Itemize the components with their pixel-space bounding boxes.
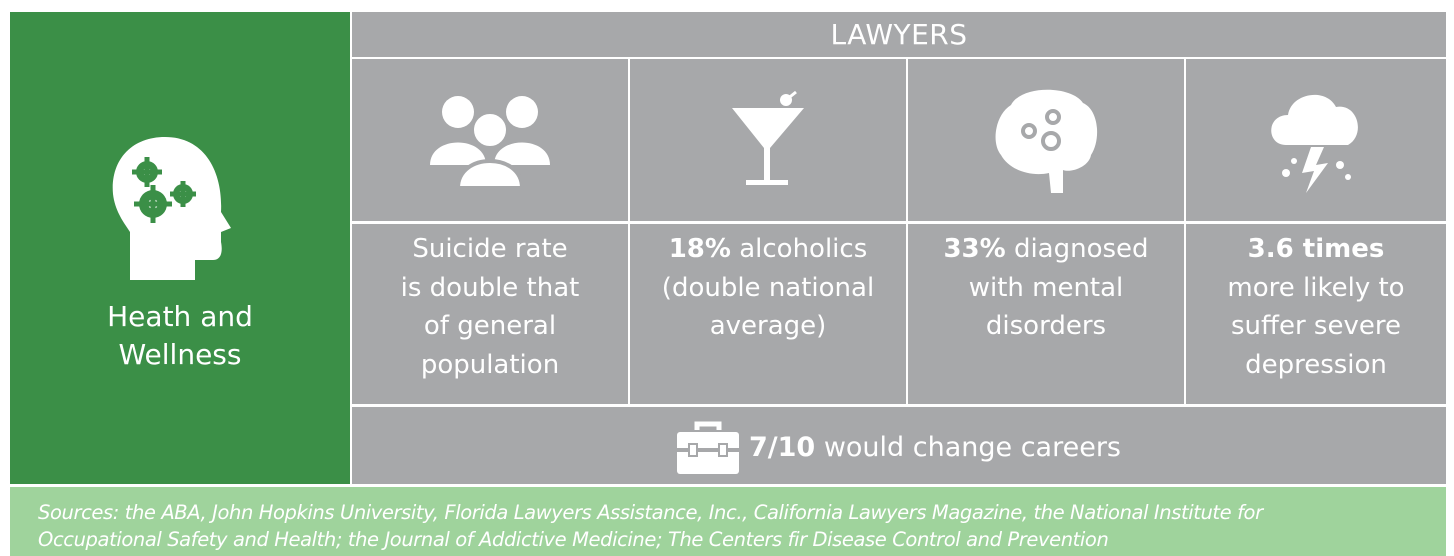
side-panel <box>10 12 350 484</box>
footer-bold: 7/10 <box>749 432 816 463</box>
stat-text: 18% alcoholics (double national average) <box>662 230 874 346</box>
icon-cell <box>352 59 628 221</box>
stat-line: average) <box>709 311 827 341</box>
footer-text: 7/10 would change careers <box>749 432 1121 463</box>
icon-cell <box>1186 59 1446 221</box>
briefcase-icon <box>677 421 739 474</box>
stat-text: 33% diagnosed with mental disorders <box>943 230 1148 346</box>
stat-bold: 3.6 times <box>1247 234 1385 264</box>
stat-line: depression <box>1245 349 1387 380</box>
sources: Sources: the ABA, John Hopkins Universit… <box>10 487 1446 556</box>
stat-line: suffer severe <box>1231 311 1401 341</box>
stat-line: disorders <box>985 311 1107 341</box>
stat-line: population <box>420 349 560 380</box>
stat-cell: Suicide rate is double that of general p… <box>352 224 628 404</box>
stat-line: is double that <box>400 272 580 303</box>
stat-line: more likely to <box>1227 272 1405 303</box>
header: LAWYERS <box>352 12 1446 57</box>
footer: 7/10 would change careers <box>352 407 1446 484</box>
stat-line: of general <box>423 311 557 341</box>
stat-line: diagnosed <box>1013 234 1149 264</box>
cocktail-icon <box>732 90 804 185</box>
stat-bold: 33% <box>943 234 1006 264</box>
stat-line: alcoholics <box>739 234 868 264</box>
source-line: Occupational Safety and Health; the Jour… <box>38 528 1109 551</box>
brain-icon <box>995 89 1098 193</box>
stat-bold: 18% <box>668 234 731 264</box>
stat-text: 3.6 times more likely to suffer severe d… <box>1227 230 1404 384</box>
storm-icon <box>1271 94 1358 193</box>
head-icon <box>112 137 231 280</box>
stat-cell: 18% alcoholics (double national average) <box>630 224 906 404</box>
people-icon <box>430 96 550 190</box>
icon-cell <box>908 59 1184 221</box>
footer-rest: would change careers <box>823 432 1121 463</box>
stat-line: (double national <box>661 272 875 303</box>
stat-text: Suicide rate is double that of general p… <box>401 230 580 384</box>
source-line: Sources: the ABA, John Hopkins Universit… <box>38 501 1263 524</box>
stat-line: with mental <box>968 272 1124 303</box>
stat-cell: 33% diagnosed with mental disorders <box>908 224 1184 404</box>
stat-line: Suicide rate <box>412 234 568 264</box>
side-line: Wellness <box>118 338 242 371</box>
side-line: Heath and <box>107 300 253 333</box>
stat-cell: 3.6 times more likely to suffer severe d… <box>1186 224 1446 404</box>
icon-cell <box>630 59 906 221</box>
side-title: Heath and Wellness <box>10 298 350 374</box>
